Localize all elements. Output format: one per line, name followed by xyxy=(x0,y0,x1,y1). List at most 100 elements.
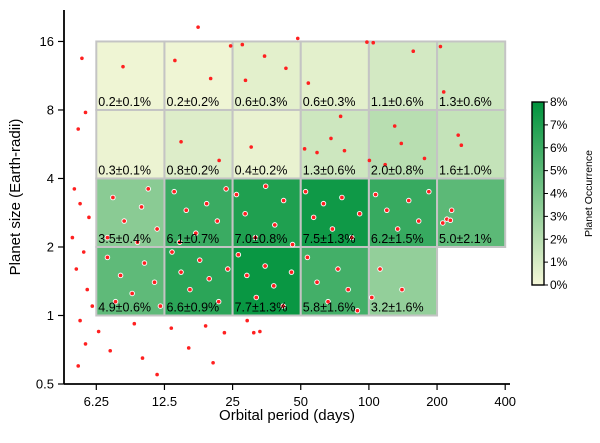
cell-label: 0.6±0.3% xyxy=(303,95,356,109)
data-point xyxy=(110,194,116,201)
data-point xyxy=(169,326,174,330)
data-point xyxy=(456,133,461,137)
data-point xyxy=(186,346,191,350)
data-point xyxy=(253,294,260,301)
data-point xyxy=(383,162,387,167)
data-point xyxy=(196,25,200,29)
data-point xyxy=(325,298,331,305)
data-point xyxy=(384,207,390,214)
data-point xyxy=(233,191,240,198)
data-point xyxy=(179,139,183,144)
heatmap-cell xyxy=(436,108,507,180)
data-point xyxy=(208,76,213,81)
y-tick-label: 16 xyxy=(40,34,54,49)
cell-label: 1.3±0.6% xyxy=(439,95,492,109)
colorbar-tick-label: 1% xyxy=(550,255,568,269)
data-point xyxy=(422,156,427,161)
heatmap-cell xyxy=(299,245,370,317)
y-tick-label: 8 xyxy=(47,102,54,117)
colorbar xyxy=(531,101,545,286)
cell-label: 0.2±0.1% xyxy=(98,95,151,109)
data-point xyxy=(252,234,259,241)
data-point xyxy=(426,188,432,195)
data-point xyxy=(338,114,343,119)
data-point xyxy=(354,307,361,314)
data-point xyxy=(81,250,86,254)
data-point xyxy=(74,267,79,271)
colorbar-tick-label: 7% xyxy=(550,118,568,132)
data-point xyxy=(145,186,151,192)
data-point xyxy=(371,40,376,45)
colorbar-tick-label: 8% xyxy=(550,95,568,109)
data-point xyxy=(262,54,267,58)
cell-label: 6.1±0.7% xyxy=(166,232,219,246)
cell-label: 3.2±1.6% xyxy=(371,300,424,314)
data-point xyxy=(141,260,148,266)
data-point xyxy=(140,356,145,360)
cell-label: 3.5±0.4% xyxy=(98,232,151,246)
data-point xyxy=(157,303,164,309)
data-point xyxy=(187,286,193,293)
data-point xyxy=(80,56,84,61)
data-point xyxy=(104,254,111,261)
data-point xyxy=(121,64,125,69)
data-point xyxy=(440,220,446,226)
data-point xyxy=(271,283,277,289)
data-point xyxy=(211,360,215,365)
data-point xyxy=(129,290,135,297)
colorbar-tick-label: 4% xyxy=(550,187,568,201)
data-point xyxy=(441,90,446,94)
data-point xyxy=(399,286,405,293)
data-point xyxy=(108,348,113,353)
data-point xyxy=(87,215,91,220)
x-tick-label: 50 xyxy=(294,394,308,409)
data-point xyxy=(310,214,317,221)
data-point xyxy=(171,188,177,195)
data-point xyxy=(284,66,288,71)
heatmap-cell xyxy=(231,245,302,317)
heatmap-cell xyxy=(367,245,439,317)
x-axis-title: Orbital period (days) xyxy=(219,407,355,424)
data-point xyxy=(302,147,307,151)
data-point xyxy=(329,226,336,232)
data-point xyxy=(151,279,158,285)
data-point xyxy=(244,272,250,279)
data-point xyxy=(415,218,422,224)
data-point xyxy=(90,304,95,308)
data-point xyxy=(272,222,278,228)
heatmap-cell xyxy=(163,40,234,111)
y-tick-label: 0.5 xyxy=(36,377,54,392)
data-point xyxy=(228,44,233,48)
data-point xyxy=(154,226,160,232)
data-point xyxy=(197,257,203,263)
x-tick-label: 6.25 xyxy=(84,394,109,409)
data-point xyxy=(356,210,363,217)
data-point xyxy=(215,298,222,305)
data-point xyxy=(335,266,341,272)
data-point xyxy=(447,217,454,224)
data-point xyxy=(365,40,369,44)
data-point xyxy=(329,136,333,141)
data-point xyxy=(134,239,141,245)
data-point xyxy=(112,298,119,305)
data-point xyxy=(217,158,221,163)
x-tick-label: 25 xyxy=(225,394,239,409)
y-tick-label: 2 xyxy=(47,239,54,254)
data-point xyxy=(78,318,82,323)
data-point xyxy=(235,251,242,258)
cell-label: 7.5±1.3% xyxy=(303,232,356,246)
heatmap-cell xyxy=(299,177,370,248)
cell-label: 0.3±0.1% xyxy=(98,163,151,177)
data-point xyxy=(96,329,101,334)
data-point xyxy=(121,218,127,224)
data-point xyxy=(315,150,319,155)
colorbar-tick-label: 3% xyxy=(550,209,568,223)
y-axis-title: Planet size (Earth-radii) xyxy=(7,119,24,276)
data-point xyxy=(223,186,229,192)
colorbar-tick-label: 6% xyxy=(550,141,568,155)
data-point xyxy=(206,276,212,282)
cell-label: 0.4±0.2% xyxy=(235,163,288,177)
data-point xyxy=(369,294,375,301)
